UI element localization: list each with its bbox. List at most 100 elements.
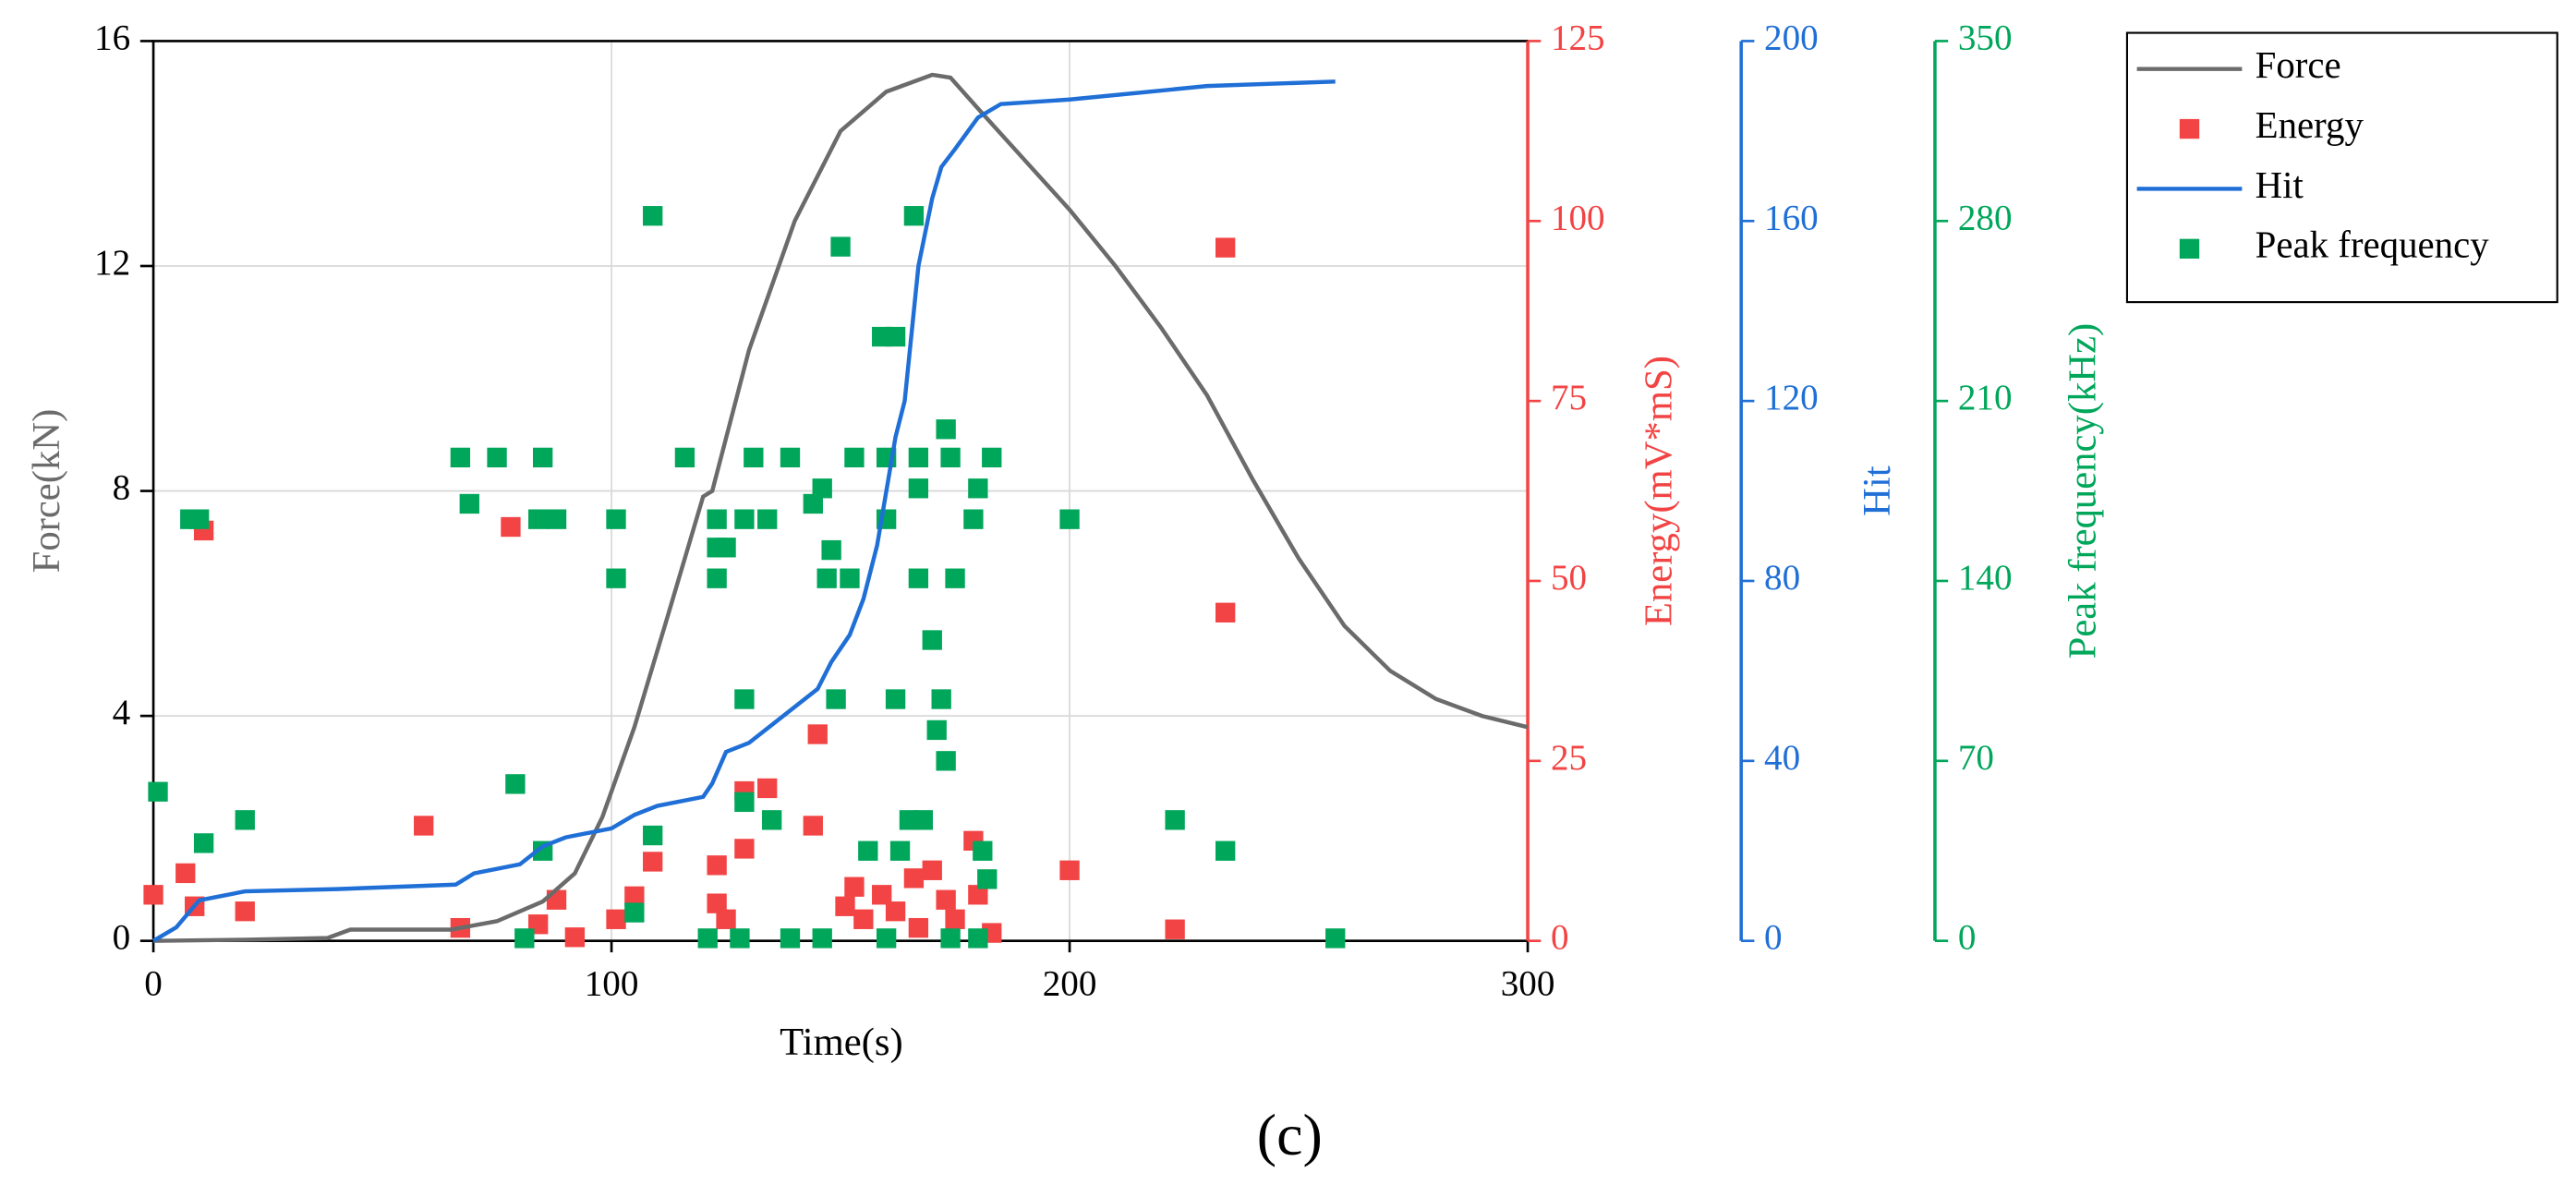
scatter-point (235, 810, 255, 830)
scatter-point (532, 447, 553, 468)
scatter-point (1215, 602, 1236, 623)
scatter-point (844, 877, 865, 897)
scatter-point (940, 447, 961, 468)
scatter-point (940, 928, 961, 949)
scatter-point (235, 901, 255, 922)
y-tick-label: 8 (113, 468, 131, 508)
scatter-point (707, 893, 727, 913)
y-tick-label: 4 (113, 693, 131, 732)
scatter-point (858, 840, 878, 861)
y4-tick-label: 210 (1958, 378, 2013, 417)
scatter-point (803, 816, 823, 836)
y-tick-label: 12 (94, 243, 130, 283)
scatter-point (840, 568, 860, 588)
y3-tick-label: 200 (1764, 18, 1819, 57)
scatter-point (697, 928, 718, 949)
scatter-point (501, 516, 521, 538)
y4-tick-label: 140 (1958, 558, 2013, 598)
scatter-point (643, 852, 663, 872)
scatter-point (514, 928, 535, 949)
x-tick-label: 300 (1501, 963, 1555, 1003)
scatter-point (734, 792, 755, 813)
scatter-point (936, 889, 956, 910)
y4-tick-label: 280 (1958, 198, 2013, 237)
scatter-point (780, 928, 801, 949)
scatter-point (876, 928, 897, 949)
legend-swatch (2179, 118, 2200, 139)
scatter-point (175, 863, 196, 884)
scatter-point (908, 568, 929, 588)
scatter-point (945, 568, 965, 588)
scatter-point (872, 885, 892, 905)
scatter-point (835, 896, 855, 916)
scatter-point (148, 781, 168, 802)
y4-axis-label: Peak frequency(kHz) (2061, 323, 2104, 659)
scatter-point (853, 909, 874, 929)
scatter-point (564, 927, 586, 948)
scatter-point (807, 724, 828, 744)
scatter-point (936, 751, 956, 771)
scatter-point (780, 447, 801, 468)
scatter-point (885, 326, 906, 347)
y-tick-label: 0 (113, 918, 131, 958)
scatter-point (643, 206, 663, 226)
scatter-point (844, 447, 865, 468)
x-tick-label: 0 (144, 963, 163, 1003)
y2-tick-label: 100 (1551, 198, 1605, 237)
scatter-point (707, 855, 727, 876)
scatter-point (505, 774, 526, 794)
scatter-point (761, 810, 782, 830)
scatter-point (816, 568, 837, 588)
y3-tick-label: 160 (1764, 198, 1819, 237)
scatter-point (624, 886, 645, 907)
scatter-point (903, 868, 925, 889)
caption: (c) (1257, 1102, 1323, 1167)
series-line (153, 72, 1529, 943)
scatter-point (963, 509, 984, 529)
y2-axis-label: Energy(mV*mS) (1638, 356, 1681, 626)
scatter-point (459, 493, 479, 514)
y2-tick-label: 125 (1551, 18, 1605, 57)
scatter-point (606, 909, 626, 929)
scatter-point (487, 447, 507, 468)
scatter-point (674, 447, 695, 468)
scatter-point (716, 909, 736, 929)
scatter-point (757, 509, 778, 529)
scatter-point (830, 236, 851, 257)
scatter-point (945, 909, 965, 929)
series-line (151, 79, 1336, 943)
scatter-point (913, 810, 934, 830)
y2-tick-label: 25 (1551, 738, 1587, 778)
scatter-point (968, 928, 988, 949)
scatter-point (885, 689, 906, 709)
scatter-point (812, 928, 832, 949)
scatter-point (188, 509, 210, 529)
x-axis-label: Time(s) (780, 1021, 903, 1064)
scatter-point (1165, 919, 1185, 939)
scatter-point (908, 478, 929, 499)
scatter-point (707, 509, 727, 529)
scatter-point (1215, 237, 1236, 258)
y4-tick-label: 350 (1958, 18, 2013, 57)
scatter-point (973, 840, 993, 861)
scatter-point (643, 825, 663, 846)
scatter-point (707, 568, 727, 588)
x-tick-label: 200 (1043, 963, 1097, 1003)
scatter-point (889, 840, 911, 861)
y3-tick-label: 120 (1764, 378, 1819, 417)
y-tick-label: 16 (94, 18, 130, 57)
scatter-point (734, 689, 755, 709)
y2-tick-label: 75 (1551, 378, 1587, 417)
scatter-point (885, 901, 906, 922)
scatter-point (414, 816, 434, 836)
legend-label: Peak frequency (2256, 224, 2490, 266)
x-tick-label: 100 (585, 963, 639, 1003)
scatter-point (821, 539, 841, 561)
scatter-point (982, 447, 1002, 468)
scatter-point (936, 419, 956, 440)
scatter-point (1325, 928, 1346, 949)
scatter-point (744, 447, 764, 468)
y4-tick-label: 0 (1958, 918, 1977, 958)
